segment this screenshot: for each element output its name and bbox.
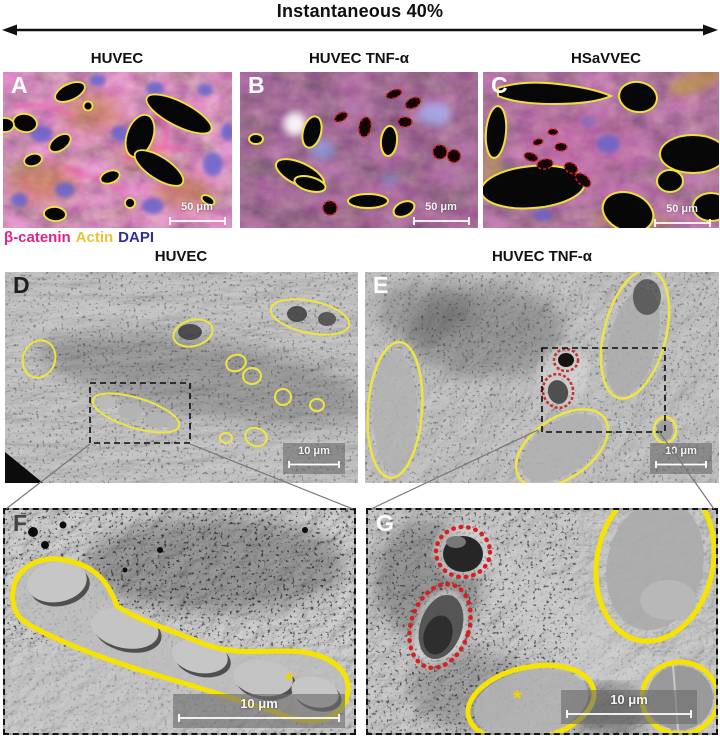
scale-bar-text: 50 μm (425, 201, 457, 213)
scale-bar-line (288, 460, 340, 468)
scale-bar-text: 10 μm (240, 696, 278, 711)
zoom-region-box (89, 382, 191, 444)
panel-e-scale-bar: 10 μm (650, 443, 712, 474)
panel-c-image (483, 72, 719, 228)
scale-bar-line (178, 713, 340, 722)
scale-bar-text: 50 μm (666, 203, 698, 215)
panel-e: E 10 μm (365, 272, 719, 483)
legend-actin: Actin (75, 229, 114, 246)
hole-outlines-red (523, 128, 592, 188)
panel-b: B 50 μm (240, 72, 478, 228)
arrowhead-right-icon (703, 24, 718, 36)
column-header-hsavvec: HSaVVEC (570, 50, 642, 67)
panel-b-image (240, 72, 478, 228)
panel-e-label: E (373, 272, 389, 298)
panel-g-scale-bar: 10 μm (561, 690, 697, 724)
scale-bar-line (655, 460, 707, 468)
column-header-huvec: HUVEC (90, 50, 144, 67)
panel-a: A 50 μm (3, 72, 232, 228)
legend-beta-catenin: β-catenin (4, 229, 71, 246)
cell-gap-outlines (3, 81, 216, 222)
hole-outlines-red-dotted (407, 524, 493, 671)
cell-gap-outlines (21, 298, 351, 448)
legend-dapi: DAPI (118, 229, 155, 246)
strain-direction-arrow (2, 24, 718, 36)
panel-f-scale-bar: 10 μm (173, 694, 345, 728)
panel-f-asterisk: * (285, 668, 294, 693)
scale-bar-line (653, 218, 711, 227)
panel-d-label: D (13, 272, 30, 298)
panel-a-scale-bar: 50 μm (168, 201, 226, 226)
scale-bar-text: 50 μm (181, 201, 213, 213)
junction-ridges (12, 103, 189, 192)
cell-gap-outlines (483, 80, 719, 228)
panel-g-asterisk: * (513, 686, 522, 711)
panel-g-label: G (376, 510, 394, 536)
column-header-huvec-tnf: HUVEC TNF-α (308, 50, 410, 67)
scale-bar-text: 10 μm (298, 445, 330, 457)
figure-title: Instantaneous 40% (276, 1, 444, 21)
panel-f-label: F (13, 510, 28, 536)
panel-c: C 50 μm (483, 72, 719, 228)
panel-g: G * 10 μm (366, 508, 718, 735)
nuclei (11, 74, 232, 214)
panel-f: F * 10 μm (3, 508, 356, 735)
hole-outlines-red (541, 347, 580, 410)
scale-bar-line (566, 709, 692, 718)
zoom-region-box (541, 347, 666, 433)
panel-c-scale-bar: 50 μm (653, 203, 711, 228)
dark-specks (28, 521, 308, 573)
panel-d: D 10 μm (5, 272, 358, 483)
panel-c-label: C (491, 72, 508, 98)
scale-bar-text: 10 μm (665, 445, 697, 457)
sem-header-huvec-tnf: HUVEC TNF-α (491, 248, 593, 265)
arrowhead-left-icon (2, 24, 17, 36)
scale-bar-line (168, 216, 226, 225)
scale-bar-line (412, 216, 470, 225)
panel-a-label: A (11, 72, 28, 98)
cell-gap-outlines (248, 115, 416, 218)
cell-gap-outline-thick (10, 556, 351, 724)
hole-interiors (413, 524, 493, 665)
stain-legend: β-catenin Actin DAPI (4, 229, 159, 246)
panel-d-scale-bar: 10 μm (283, 443, 345, 474)
nuclei (534, 116, 620, 221)
panel-b-scale-bar: 50 μm (412, 201, 470, 226)
hole-outlines-red (322, 88, 462, 216)
panel-b-label: B (248, 72, 265, 98)
sem-header-huvec: HUVEC (154, 248, 208, 265)
scale-bar-text: 10 μm (610, 692, 648, 707)
panel-a-image (3, 72, 232, 228)
